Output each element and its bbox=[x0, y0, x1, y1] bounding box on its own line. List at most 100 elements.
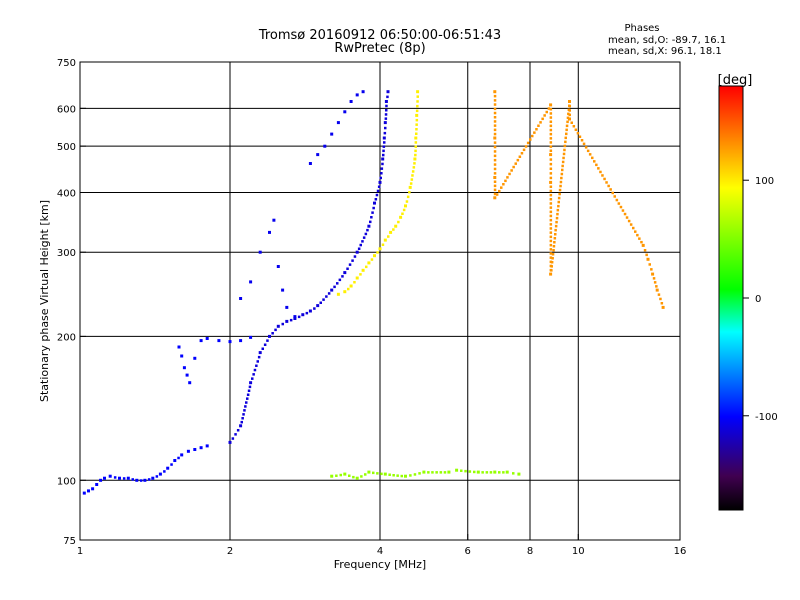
data-point-trace bbox=[562, 156, 565, 160]
data-point-trace bbox=[384, 113, 388, 116]
data-point-trace bbox=[599, 170, 602, 174]
data-point bbox=[415, 113, 419, 117]
data-point-trace bbox=[369, 220, 372, 224]
data-point bbox=[641, 243, 645, 247]
data-point-trace bbox=[605, 181, 608, 184]
data-point-trace bbox=[551, 253, 555, 256]
data-point-trace bbox=[384, 126, 387, 130]
data-point-trace bbox=[597, 167, 600, 170]
data-point-trace bbox=[443, 471, 447, 474]
data-point-trace bbox=[549, 248, 553, 251]
data-point-trace bbox=[561, 168, 564, 172]
data-point-trace bbox=[531, 134, 534, 138]
data-point-trace bbox=[543, 114, 546, 117]
data-point-trace bbox=[565, 128, 568, 132]
data-point-trace bbox=[481, 471, 484, 474]
data-point-trace bbox=[549, 162, 553, 166]
data-point bbox=[476, 470, 480, 474]
y-tick-label: 300 bbox=[57, 248, 76, 259]
data-point bbox=[180, 354, 184, 358]
data-point bbox=[103, 476, 106, 480]
data-point-trace bbox=[559, 184, 562, 188]
data-point bbox=[493, 90, 497, 94]
data-point-trace bbox=[493, 99, 497, 102]
data-point bbox=[447, 470, 451, 474]
data-point-trace bbox=[357, 247, 361, 250]
data-point bbox=[228, 340, 232, 344]
y-tick-label: 75 bbox=[63, 536, 76, 547]
y-tick-label: 400 bbox=[57, 188, 76, 199]
data-point-trace bbox=[408, 191, 411, 194]
data-point-trace bbox=[549, 112, 553, 115]
data-point bbox=[293, 315, 297, 319]
data-point-trace bbox=[493, 188, 497, 192]
data-point-trace bbox=[561, 160, 565, 164]
data-point-trace bbox=[562, 152, 566, 156]
data-point-trace bbox=[638, 237, 641, 240]
y-tick-label: 600 bbox=[57, 104, 76, 115]
data-point-trace bbox=[640, 240, 643, 244]
data-point-trace bbox=[653, 281, 657, 284]
data-point-trace bbox=[352, 475, 355, 479]
data-point-trace bbox=[556, 208, 560, 212]
data-point-trace bbox=[493, 128, 497, 132]
data-point bbox=[268, 334, 271, 338]
data-point bbox=[87, 489, 90, 493]
data-point bbox=[323, 144, 327, 148]
data-point-trace bbox=[416, 95, 419, 98]
data-point-trace bbox=[549, 210, 553, 214]
data-point-trace bbox=[379, 176, 382, 180]
data-point-trace bbox=[591, 156, 594, 160]
data-point-trace bbox=[416, 104, 419, 108]
data-point-trace bbox=[549, 120, 553, 123]
data-point bbox=[414, 136, 418, 140]
data-point-trace bbox=[415, 132, 418, 135]
data-point-trace bbox=[122, 477, 126, 480]
data-point-trace bbox=[498, 471, 501, 474]
data-point-trace bbox=[549, 172, 553, 175]
data-point-trace bbox=[336, 282, 339, 285]
data-point bbox=[268, 230, 271, 234]
data-point-trace bbox=[564, 136, 567, 140]
data-point bbox=[651, 272, 655, 276]
data-point-trace bbox=[582, 142, 586, 146]
colorbar-tick-label: -100 bbox=[755, 412, 778, 423]
data-point-trace bbox=[559, 180, 563, 184]
data-point-trace bbox=[382, 153, 385, 157]
data-point-trace bbox=[338, 278, 342, 282]
data-point-trace bbox=[557, 200, 560, 204]
data-point-trace bbox=[362, 236, 366, 239]
data-point-trace bbox=[263, 343, 267, 346]
data-point bbox=[239, 297, 243, 300]
data-point-trace bbox=[657, 293, 661, 296]
data-point bbox=[336, 121, 340, 125]
data-point bbox=[185, 373, 189, 377]
data-point-trace bbox=[246, 393, 250, 396]
data-point bbox=[199, 446, 203, 450]
data-point-trace bbox=[547, 107, 551, 110]
data-point-trace bbox=[556, 212, 559, 216]
data-point-trace bbox=[380, 472, 383, 476]
data-point-trace bbox=[493, 167, 497, 171]
data-point-trace bbox=[243, 409, 246, 412]
data-point-trace bbox=[554, 233, 557, 236]
data-point bbox=[249, 381, 253, 385]
data-point-trace bbox=[549, 116, 553, 119]
data-point-trace bbox=[236, 429, 240, 432]
colorbar bbox=[718, 85, 744, 511]
x-tick-label: 4 bbox=[377, 546, 383, 557]
data-point-trace bbox=[397, 220, 400, 224]
data-points bbox=[82, 90, 665, 495]
colorbar-ticks: -100 0 100 bbox=[743, 176, 778, 423]
data-point bbox=[151, 476, 155, 480]
data-point-trace bbox=[365, 265, 368, 269]
data-point-trace bbox=[568, 113, 571, 117]
data-point-trace bbox=[460, 469, 463, 472]
data-point bbox=[349, 284, 353, 288]
data-point-trace bbox=[327, 292, 331, 295]
data-point-trace bbox=[549, 252, 553, 255]
data-point-trace bbox=[348, 474, 351, 477]
data-point bbox=[188, 381, 192, 385]
data-point bbox=[493, 470, 497, 474]
data-point-trace bbox=[241, 417, 244, 420]
